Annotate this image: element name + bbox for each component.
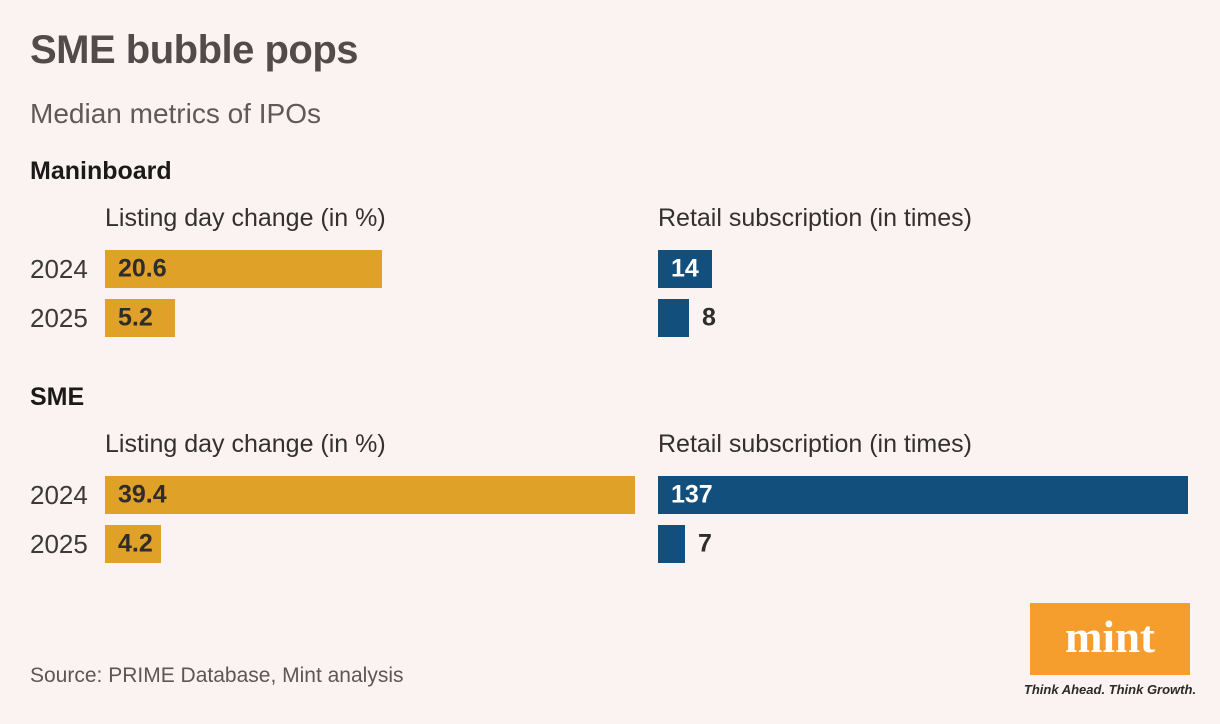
mint-logo: mint Think Ahead. Think Growth.: [1024, 603, 1196, 696]
mint-tagline: Think Ahead. Think Growth.: [1023, 682, 1197, 697]
bar-row: 4.2: [105, 525, 635, 563]
column-gap: [635, 203, 658, 348]
chart-title: Retail subscription (in times): [658, 430, 972, 458]
bar-value-label: 137: [671, 480, 713, 509]
year-label: 2024: [30, 480, 88, 510]
sme-listing-chart: Listing day change (in %) 39.4 4.2: [105, 429, 635, 574]
sme-retail-chart: Retail subscription (in times) 137 7: [658, 429, 1188, 574]
bar-row: 137: [658, 476, 1188, 514]
bar: 8: [658, 299, 716, 337]
year-axis-spacer: [30, 203, 105, 250]
page-subtitle: Median metrics of IPOs: [30, 98, 321, 129]
bar-row: 5.2: [105, 299, 635, 337]
mainboard-listing-chart: Listing day change (in %) 20.6 5.2: [105, 203, 635, 348]
bar: 137: [658, 476, 1188, 514]
bar: 20.6: [105, 250, 382, 288]
column-gap: [635, 429, 658, 574]
bar: 4.2: [105, 525, 161, 563]
bar-value-label: 4.2: [118, 529, 153, 558]
bar-row: 14: [658, 250, 1188, 288]
section-label-sme: SME: [30, 383, 85, 411]
year-label: 2024: [30, 254, 88, 284]
bar-value-label: 5.2: [118, 303, 153, 332]
source-text: Source: PRIME Database, Mint analysis: [30, 664, 404, 687]
bar-value-label: 20.6: [118, 254, 167, 283]
bar-value-label: 39.4: [118, 480, 167, 509]
chart-title: Listing day change (in %): [105, 430, 386, 458]
bar: 14: [658, 250, 712, 288]
bar-value-label: 8: [702, 303, 716, 332]
sme-chart-grid: 2024 2025 Listing day change (in %) 39.4…: [30, 429, 1188, 574]
sme-year-axis: 2024 2025: [30, 429, 105, 574]
bar-value-label: 7: [698, 529, 712, 558]
bar-value-label: 14: [671, 254, 699, 283]
year-label: 2025: [30, 303, 88, 333]
bar-row: 7: [658, 525, 1188, 563]
year-label: 2025: [30, 529, 88, 559]
mainboard-retail-chart: Retail subscription (in times) 14 8: [658, 203, 1188, 348]
bar-row: 20.6: [105, 250, 635, 288]
bar: 5.2: [105, 299, 175, 337]
mint-logo-box: mint: [1030, 603, 1190, 675]
bar: 7: [658, 525, 712, 563]
mint-logo-text: mint: [1065, 611, 1155, 662]
section-label-mainboard: Maninboard: [30, 157, 172, 185]
page-title: SME bubble pops: [30, 28, 359, 72]
chart-title: Retail subscription (in times): [658, 204, 972, 232]
bar-row: 8: [658, 299, 1188, 337]
year-axis-spacer: [30, 429, 105, 476]
bar-row: 39.4: [105, 476, 635, 514]
bar: 39.4: [105, 476, 635, 514]
chart-title: Listing day change (in %): [105, 204, 386, 232]
mainboard-chart-grid: 2024 2025 Listing day change (in %) 20.6…: [30, 203, 1188, 348]
mainboard-year-axis: 2024 2025: [30, 203, 105, 348]
